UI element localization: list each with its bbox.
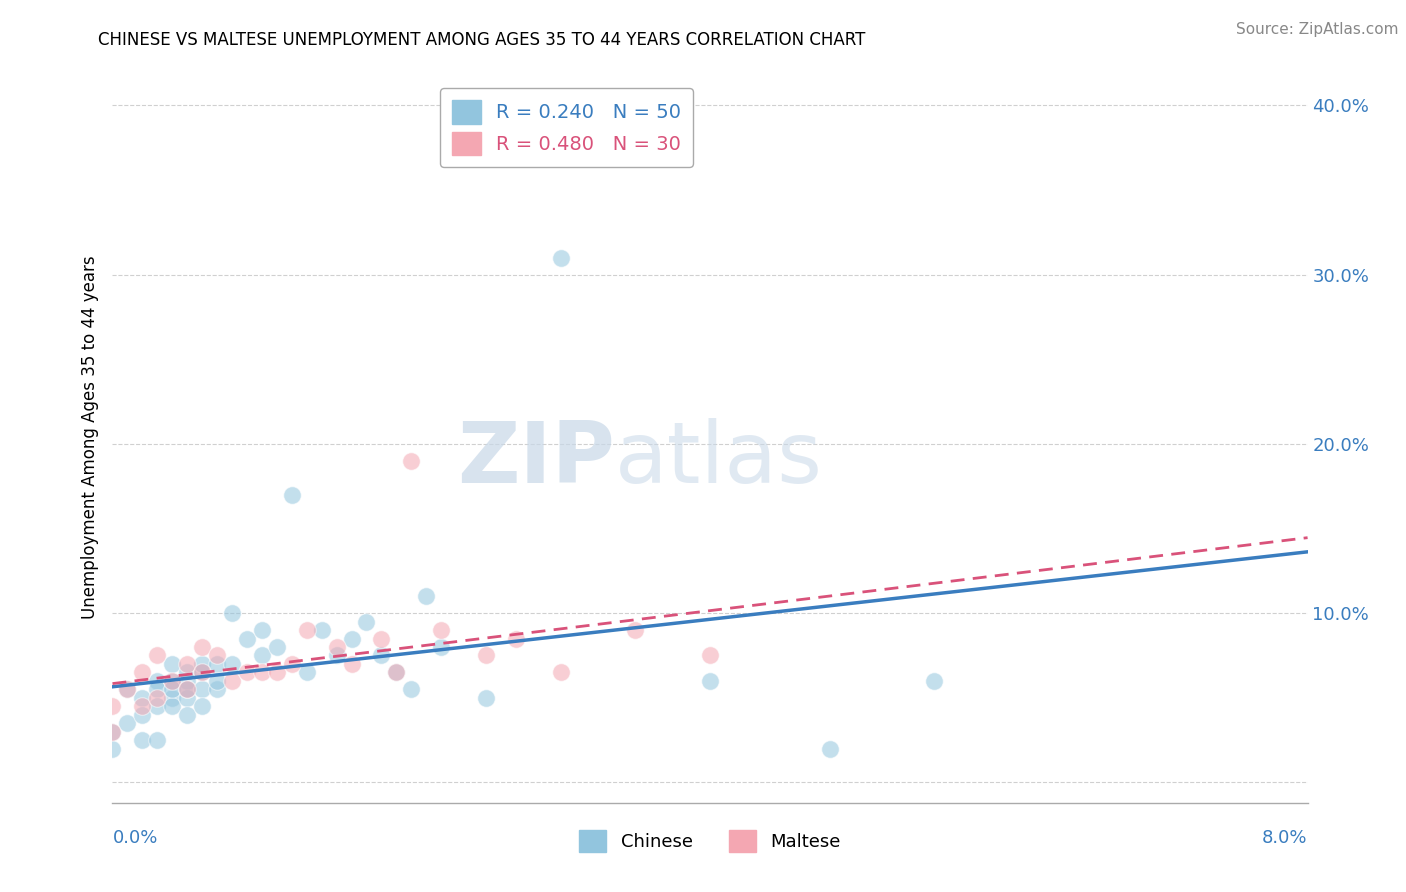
Point bbox=[146, 690, 169, 705]
Point bbox=[325, 648, 347, 663]
Point bbox=[191, 682, 214, 697]
Text: 8.0%: 8.0% bbox=[1263, 829, 1308, 847]
Point bbox=[281, 657, 304, 671]
Point bbox=[266, 665, 288, 680]
Point bbox=[162, 673, 183, 688]
Point bbox=[176, 690, 198, 705]
Point bbox=[162, 690, 183, 705]
Point bbox=[340, 657, 363, 671]
Point bbox=[191, 657, 214, 671]
Point bbox=[236, 665, 259, 680]
Point bbox=[401, 682, 423, 697]
Point bbox=[146, 673, 169, 688]
Point bbox=[191, 665, 214, 680]
Point bbox=[385, 665, 408, 680]
Point bbox=[162, 673, 183, 688]
Point bbox=[191, 640, 214, 654]
Point bbox=[295, 623, 318, 637]
Point bbox=[325, 640, 347, 654]
Point bbox=[415, 589, 437, 603]
Point bbox=[101, 724, 124, 739]
Point bbox=[311, 623, 333, 637]
Text: Source: ZipAtlas.com: Source: ZipAtlas.com bbox=[1236, 22, 1399, 37]
Text: ZIP: ZIP bbox=[457, 417, 614, 500]
Point bbox=[117, 682, 139, 697]
Text: 0.0%: 0.0% bbox=[112, 829, 157, 847]
Point bbox=[340, 632, 363, 646]
Point bbox=[162, 657, 183, 671]
Point bbox=[266, 640, 288, 654]
Y-axis label: Unemployment Among Ages 35 to 44 years: Unemployment Among Ages 35 to 44 years bbox=[80, 255, 98, 619]
Point bbox=[176, 673, 198, 688]
Point bbox=[131, 699, 153, 714]
Point bbox=[295, 665, 318, 680]
Point bbox=[146, 733, 169, 747]
Point bbox=[250, 665, 273, 680]
Point bbox=[162, 682, 183, 697]
Point bbox=[250, 623, 273, 637]
Point bbox=[922, 673, 945, 688]
Point bbox=[101, 724, 124, 739]
Point bbox=[475, 690, 498, 705]
Point bbox=[101, 699, 124, 714]
Point bbox=[550, 665, 572, 680]
Point bbox=[176, 682, 198, 697]
Point bbox=[176, 665, 198, 680]
Point bbox=[370, 648, 392, 663]
Point bbox=[205, 648, 228, 663]
Point bbox=[131, 690, 153, 705]
Point bbox=[146, 699, 169, 714]
Point bbox=[356, 615, 378, 629]
Point bbox=[221, 657, 243, 671]
Point bbox=[191, 665, 214, 680]
Point bbox=[818, 741, 841, 756]
Point bbox=[176, 657, 198, 671]
Point bbox=[550, 251, 572, 265]
Point bbox=[221, 606, 243, 620]
Point bbox=[101, 741, 124, 756]
Point bbox=[475, 648, 498, 663]
Point bbox=[131, 733, 153, 747]
Point bbox=[236, 632, 259, 646]
Legend: Chinese, Maltese: Chinese, Maltese bbox=[572, 823, 848, 860]
Point bbox=[401, 454, 423, 468]
Point bbox=[146, 648, 169, 663]
Point bbox=[131, 707, 153, 722]
Point bbox=[699, 673, 721, 688]
Point bbox=[146, 682, 169, 697]
Point bbox=[281, 488, 304, 502]
Point bbox=[505, 632, 527, 646]
Point bbox=[430, 623, 453, 637]
Point bbox=[117, 682, 139, 697]
Point bbox=[131, 665, 153, 680]
Point bbox=[205, 673, 228, 688]
Text: atlas: atlas bbox=[614, 417, 823, 500]
Point bbox=[624, 623, 647, 637]
Point bbox=[430, 640, 453, 654]
Point bbox=[205, 657, 228, 671]
Point bbox=[221, 673, 243, 688]
Point bbox=[117, 716, 139, 731]
Point bbox=[699, 648, 721, 663]
Point bbox=[176, 707, 198, 722]
Text: CHINESE VS MALTESE UNEMPLOYMENT AMONG AGES 35 TO 44 YEARS CORRELATION CHART: CHINESE VS MALTESE UNEMPLOYMENT AMONG AG… bbox=[98, 31, 866, 49]
Point bbox=[370, 632, 392, 646]
Point bbox=[205, 682, 228, 697]
Point bbox=[250, 648, 273, 663]
Point bbox=[162, 699, 183, 714]
Point bbox=[176, 682, 198, 697]
Point bbox=[191, 699, 214, 714]
Point bbox=[385, 665, 408, 680]
